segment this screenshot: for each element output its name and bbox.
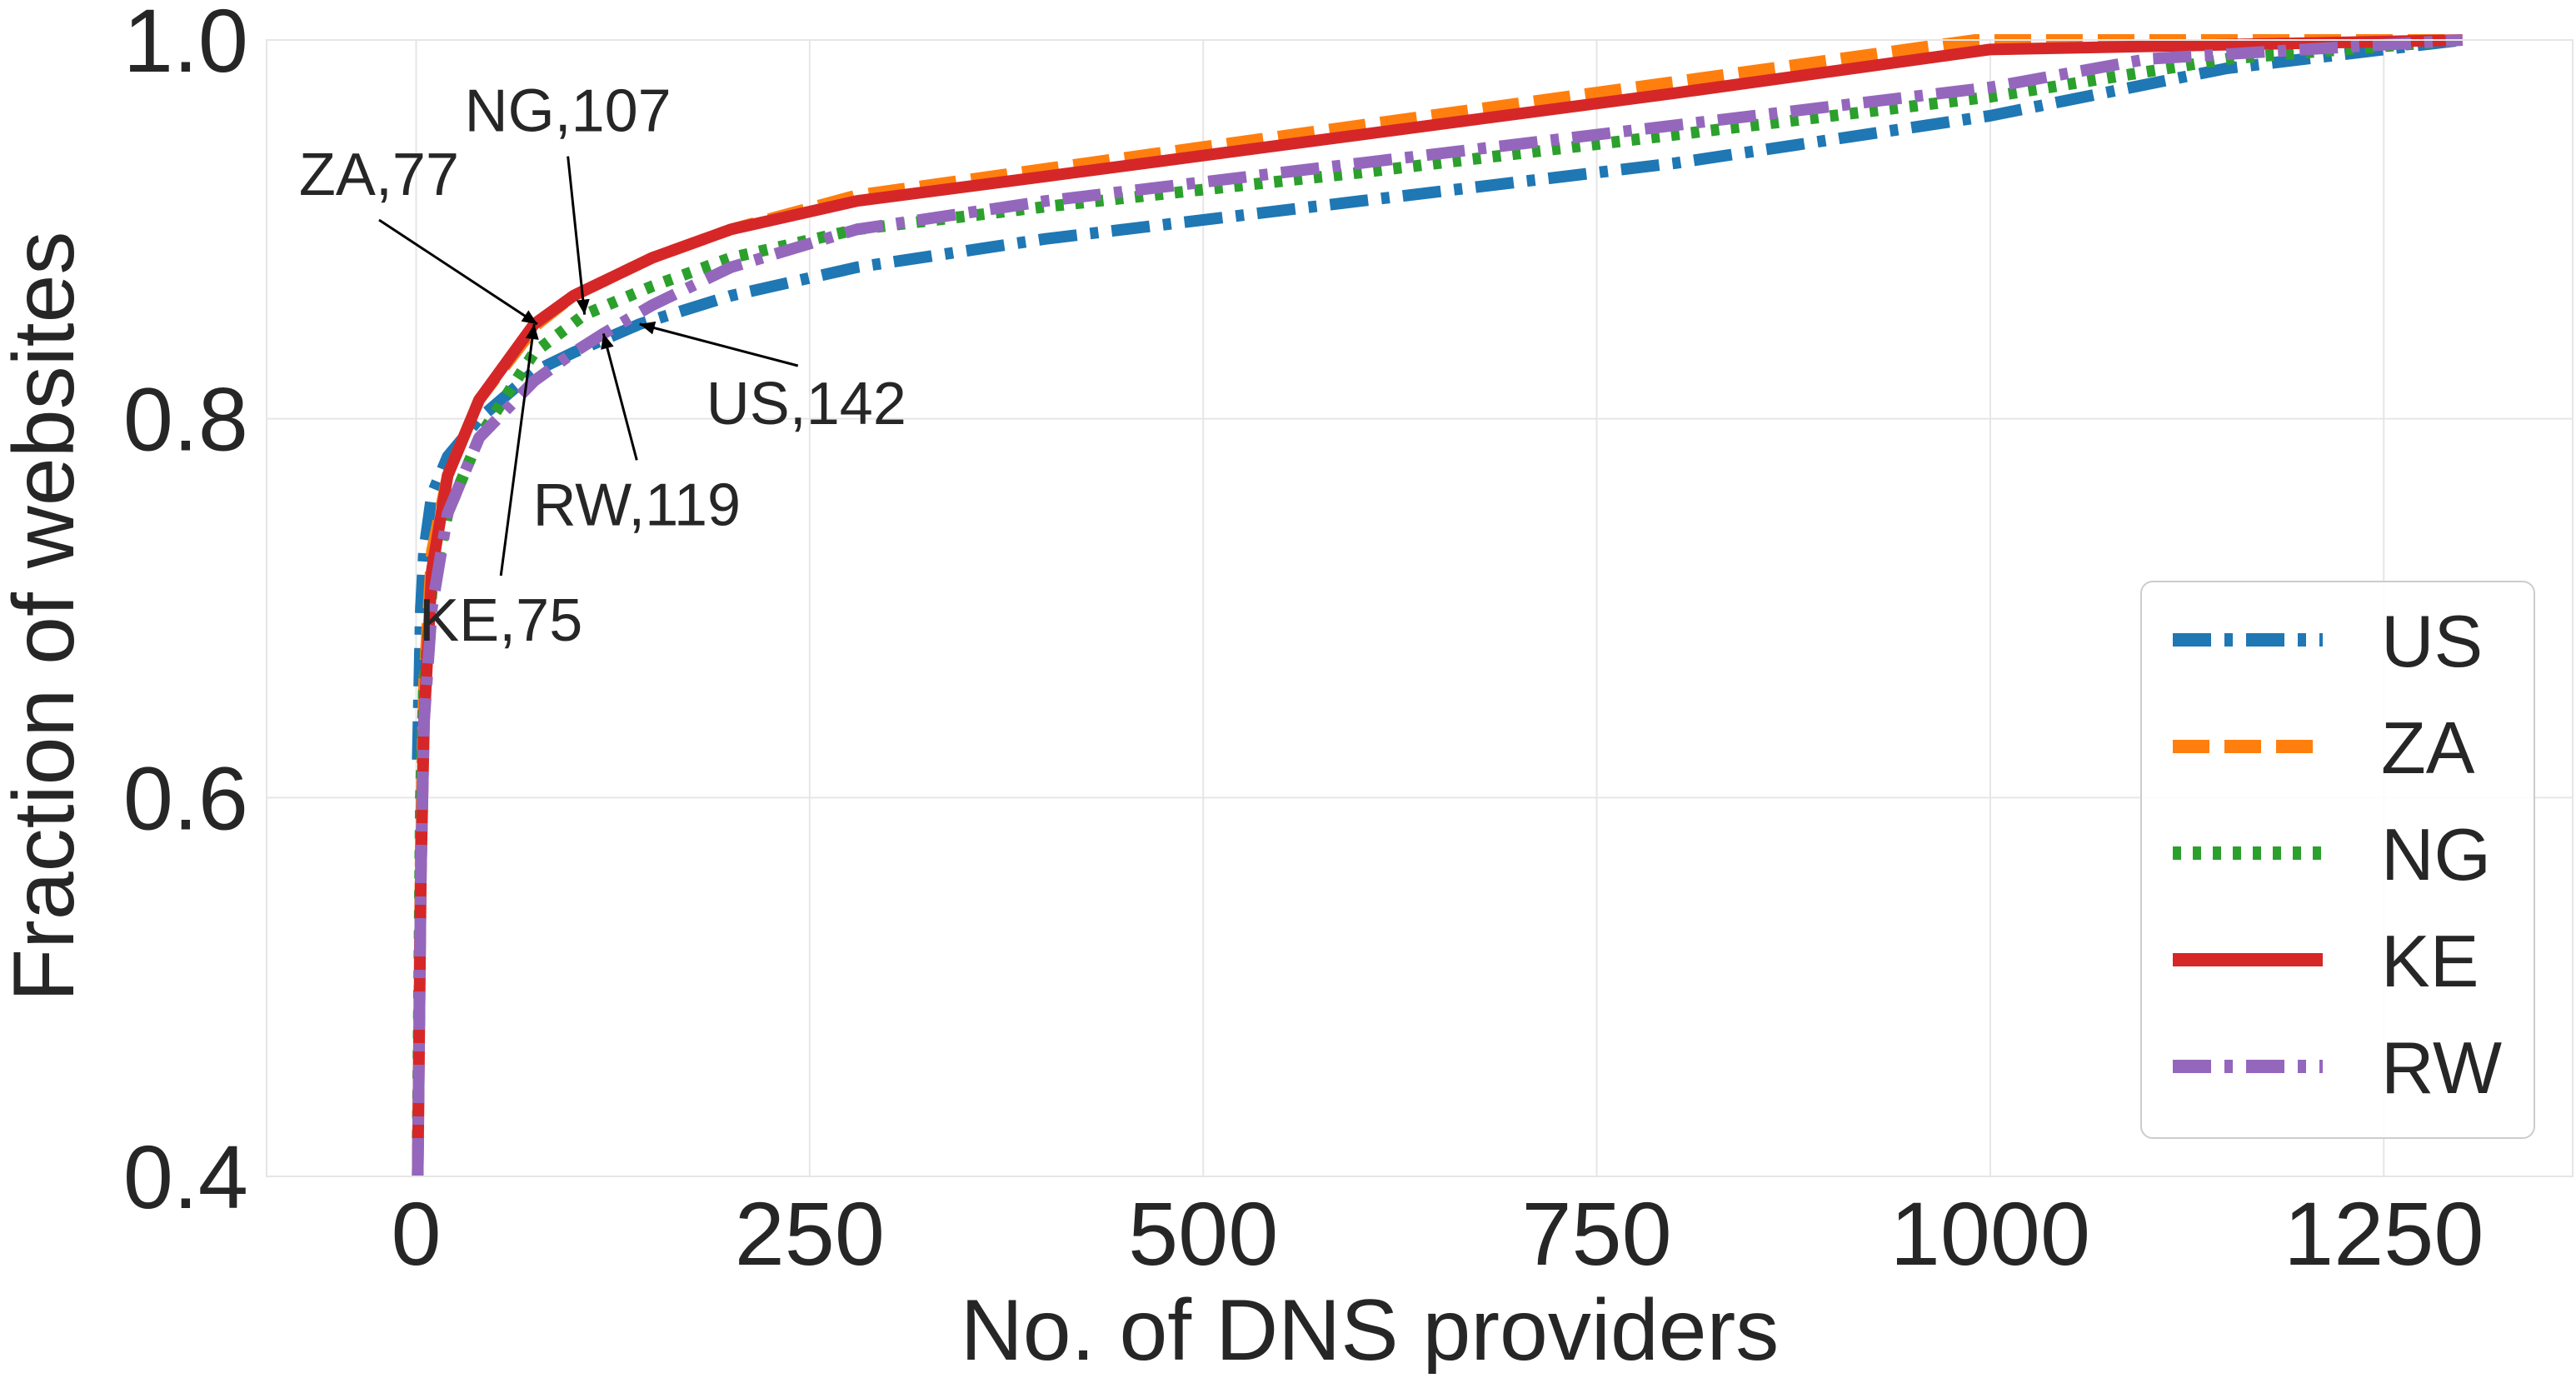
legend-label-ke: KE (2381, 920, 2479, 1002)
x-tick-label: 250 (735, 1183, 885, 1284)
series-line-ng (412, 34, 2464, 1139)
y-tick-label: 1.0 (123, 0, 248, 91)
y-axis-label: Fraction of websites (0, 232, 92, 1002)
annotation-ke: KE,75 (419, 323, 582, 654)
y-tick-label: 0.6 (123, 747, 248, 848)
annotation-arrow (378, 218, 538, 326)
x-tick-label: 1000 (1890, 1183, 2090, 1284)
annotation-arrowhead (601, 333, 614, 350)
annotation-arrow (567, 156, 587, 315)
annotation-rw: RW,119 (533, 332, 741, 538)
annotation-label: NG,107 (465, 78, 671, 145)
annotation-label: ZA,77 (299, 142, 459, 208)
annotation-arrow (639, 322, 799, 367)
legend-label-rw: RW (2381, 1026, 2502, 1109)
legend-box (2140, 581, 2535, 1139)
annotation-label: RW,119 (533, 472, 741, 538)
plot-frame (266, 39, 2574, 1177)
annotation-arrow (499, 323, 536, 577)
legend-label-ng: NG (2381, 813, 2491, 896)
legend-label-us: US (2381, 600, 2483, 682)
y-tick-label: 0.8 (123, 369, 248, 470)
annotation-label: US,142 (706, 371, 906, 437)
x-tick-label: 500 (1128, 1183, 1278, 1284)
legend: US ZA NG KE RW (2140, 581, 2535, 1139)
y-tick-label: 0.4 (123, 1126, 248, 1227)
annotation-label: KE,75 (419, 587, 582, 654)
annotation-za: ZA,77 (299, 142, 538, 326)
annotation-ng: NG,107 (465, 78, 671, 315)
x-tick-label: 1250 (2284, 1183, 2484, 1284)
annotation-arrowhead (639, 321, 656, 335)
x-tick-label: 0 (391, 1183, 441, 1284)
annotation-arrowhead (521, 310, 537, 324)
series-line-rw (412, 34, 2464, 1177)
annotation-arrow (602, 332, 638, 461)
series-line-za (412, 34, 2463, 1177)
annotation-us: US,142 (639, 321, 906, 437)
x-tick-label: 750 (1521, 1183, 1671, 1284)
annotation-arrowhead (525, 324, 539, 340)
annotation-arrowhead (576, 298, 590, 315)
x-axis-label: No. of DNS providers (961, 1282, 1780, 1374)
legend-label-za: ZA (2381, 706, 2475, 789)
